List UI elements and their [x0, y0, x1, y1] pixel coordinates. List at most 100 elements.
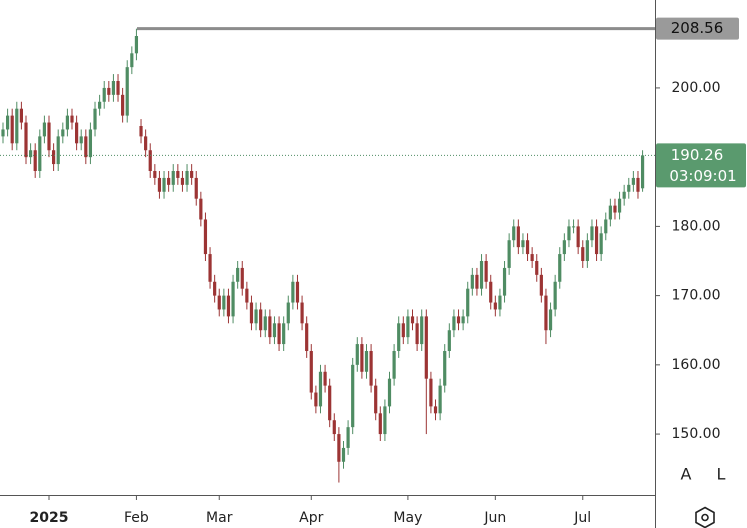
candle-body	[608, 205, 612, 220]
candle-body	[332, 420, 336, 435]
candle-body	[263, 316, 267, 331]
candle-body	[401, 323, 405, 338]
candle-body	[415, 323, 419, 345]
candle-body	[222, 295, 226, 310]
candle-body	[410, 316, 415, 324]
axes: 150.00 160.00 170.00 180.00 200.00 2025 Feb Mar…	[30, 17, 746, 526]
candle-body	[364, 351, 369, 372]
candle-body	[355, 344, 359, 365]
candle-body	[295, 281, 300, 303]
candle-body	[111, 81, 116, 95]
candle-body	[447, 330, 451, 351]
plot-area	[0, 27, 655, 483]
candle-body	[28, 150, 33, 158]
candle-body	[397, 323, 401, 351]
candle-body	[576, 226, 580, 248]
candle-body	[636, 177, 640, 192]
candle-body	[125, 67, 129, 116]
candle-body	[15, 108, 19, 144]
x-tick-label: Jul	[573, 510, 591, 526]
button-bg[interactable]	[673, 461, 699, 487]
candle-body	[305, 323, 309, 351]
candle-body	[1, 129, 5, 137]
candle-body	[433, 406, 438, 414]
candle-body	[213, 281, 217, 296]
candle-body	[226, 295, 231, 317]
candle-body	[56, 136, 60, 165]
candle-body	[461, 316, 465, 324]
candle-body	[512, 226, 516, 241]
candle-body	[272, 323, 277, 338]
candle-body	[42, 122, 47, 137]
candle-body	[268, 316, 272, 338]
candle-body	[470, 274, 474, 289]
candle-body	[5, 115, 10, 130]
settings-icon-center[interactable]	[701, 513, 709, 522]
candle-body	[539, 274, 543, 296]
candle-body	[493, 302, 497, 310]
candle-body	[530, 254, 534, 261]
candle-body	[466, 288, 470, 317]
candle-body	[590, 226, 594, 241]
candle-body	[116, 81, 120, 95]
candle-body	[562, 240, 566, 255]
candle-body	[245, 288, 249, 303]
button-label[interactable]: L	[717, 465, 726, 484]
candle-body	[387, 378, 392, 407]
candle-body	[130, 53, 134, 68]
candle-body	[300, 302, 304, 324]
candle-body	[452, 316, 456, 331]
candle-body	[392, 351, 396, 379]
candle-body	[484, 261, 488, 282]
candle-body	[75, 122, 79, 144]
candle-body	[438, 385, 442, 414]
candle-body	[88, 129, 93, 158]
candle-body	[516, 226, 520, 248]
candle-body	[61, 129, 65, 137]
button-l[interactable]: L	[708, 461, 734, 487]
candle-body	[10, 115, 14, 144]
candle-body	[70, 115, 74, 123]
candle-body	[65, 115, 70, 130]
x-tick-label: Mar	[206, 510, 233, 526]
candle-body	[613, 205, 617, 213]
x-tick-label: Jun	[483, 510, 506, 526]
button-bg[interactable]	[708, 461, 734, 487]
candle-body	[553, 281, 557, 310]
candle-body	[594, 226, 599, 255]
candle-body	[544, 295, 548, 331]
candle-body	[52, 150, 56, 165]
candle-body	[24, 122, 28, 158]
candle-body	[323, 371, 327, 386]
candle-body	[571, 226, 576, 228]
candle-body	[525, 240, 530, 255]
candle-body	[208, 254, 212, 282]
button-a[interactable]: A	[673, 461, 699, 487]
candle-body	[19, 108, 23, 123]
high-badge-label: 208.56	[671, 19, 724, 37]
candle-body	[369, 351, 373, 386]
candle-body	[107, 87, 111, 95]
candle-body	[535, 261, 539, 275]
y-tick-label: 150.00	[672, 426, 721, 442]
candle-body	[640, 155, 645, 189]
button-label[interactable]: A	[681, 465, 692, 484]
candle-body	[424, 316, 428, 379]
candle-body	[337, 434, 341, 462]
candle-body	[93, 108, 97, 130]
y-tick-label: 160.00	[672, 357, 721, 373]
y-tick-label: 180.00	[672, 218, 721, 234]
candle-body	[139, 126, 143, 137]
candle-body	[479, 261, 484, 289]
candle-body	[360, 344, 364, 372]
x-tick-label: 2025	[30, 510, 69, 526]
candle-body	[489, 281, 493, 303]
candle-body	[277, 323, 281, 345]
last-price-label: 190.26	[671, 146, 724, 164]
candle-body	[171, 171, 175, 185]
candle-body	[346, 427, 350, 448]
candle-body	[236, 267, 240, 282]
candle-body	[144, 136, 148, 151]
candle-body	[185, 171, 189, 185]
